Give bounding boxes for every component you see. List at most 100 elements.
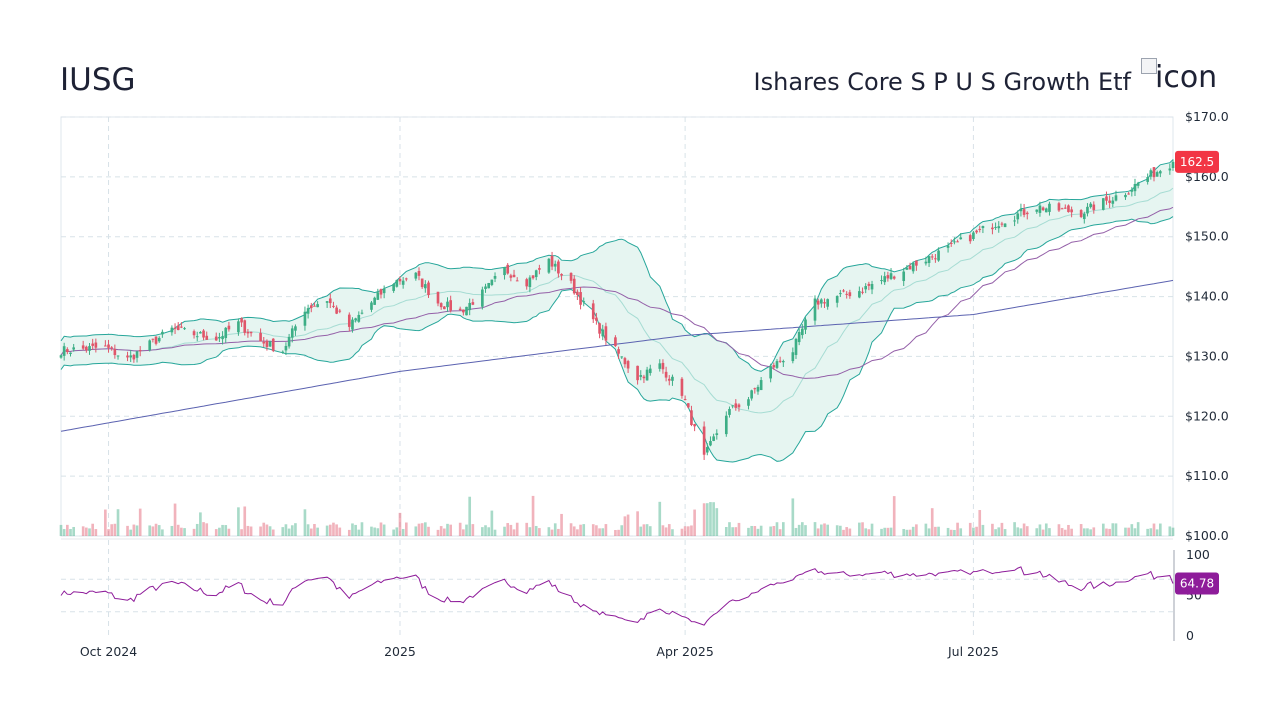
candle-body	[284, 345, 288, 351]
candle-body	[309, 305, 313, 309]
candle-body	[1067, 205, 1070, 213]
candle-body	[756, 386, 760, 392]
candle-body	[1136, 182, 1140, 186]
volume-bar	[1079, 524, 1083, 536]
candle-body	[930, 256, 934, 258]
candle-body	[782, 361, 785, 363]
grid-lines	[60, 116, 1174, 636]
volume-bar	[946, 527, 950, 536]
volume-bar	[94, 529, 98, 536]
candle-body	[129, 355, 133, 358]
candle-body	[126, 355, 129, 358]
candle-body	[509, 275, 513, 278]
volume-bar	[1035, 528, 1039, 536]
candle-body	[823, 302, 826, 304]
volume-bar	[262, 522, 266, 536]
candle-body	[202, 330, 205, 338]
volume-bar	[667, 524, 671, 536]
candle-body	[462, 309, 465, 313]
volume-bar	[778, 529, 782, 536]
volume-bar	[712, 502, 715, 536]
volume-bar	[636, 511, 639, 536]
volume-bar	[376, 528, 380, 536]
x-tick-label: Oct 2024	[80, 644, 137, 659]
candle-body	[427, 282, 430, 296]
volume-bar	[240, 529, 243, 536]
volume-bar	[1133, 528, 1137, 536]
volume-bar	[617, 529, 620, 536]
volume-bar	[237, 507, 240, 536]
fund-name: Ishares Core S P U S Growth Etf	[753, 68, 1131, 96]
candle-body	[1003, 223, 1007, 228]
volume-bar	[702, 503, 706, 536]
volume-bar	[265, 524, 269, 536]
candle-body	[512, 274, 516, 278]
candle-body	[579, 292, 582, 305]
candle-body	[826, 299, 830, 307]
volume-bar	[816, 528, 820, 536]
x-tick-label: 2025	[384, 644, 416, 659]
volume-bar	[728, 522, 731, 536]
candle-body	[1152, 167, 1156, 178]
volume-bar	[1003, 529, 1007, 536]
candle-body	[715, 433, 719, 435]
last-price-badge	[1175, 150, 1219, 173]
y-tick-label: $170.0	[1185, 109, 1229, 124]
candle-body	[582, 301, 586, 303]
volume-bar	[642, 524, 646, 536]
candle-body	[617, 349, 620, 354]
volume-bar	[978, 510, 982, 536]
candle-body	[839, 293, 842, 295]
volume-bar	[59, 524, 63, 536]
candle-body	[458, 308, 462, 311]
volume-bar	[902, 528, 906, 536]
candle-body	[262, 341, 266, 344]
volume-bar	[997, 527, 1001, 536]
candle-body	[205, 335, 209, 340]
candle-body	[1057, 203, 1061, 211]
y-tick-label: $120.0	[1185, 408, 1229, 423]
rsi-line	[60, 566, 1174, 626]
volume-bar	[290, 525, 294, 536]
volume-bar	[908, 529, 912, 536]
candle-body	[1108, 200, 1111, 203]
candle-body	[902, 271, 906, 282]
volume-bar	[639, 526, 643, 536]
candle-body	[538, 268, 541, 270]
volume-bar	[148, 525, 152, 536]
ticker-symbol: IUSG	[60, 62, 136, 98]
volume-bar	[813, 522, 817, 536]
candle-body	[183, 328, 186, 330]
candle-body	[946, 245, 950, 248]
candle-body	[465, 306, 468, 316]
candle-body	[642, 376, 646, 379]
volume-bar	[1092, 527, 1096, 536]
candle-body	[595, 317, 598, 321]
volume-bar	[553, 523, 557, 536]
candle-body	[382, 288, 386, 294]
candle-body	[870, 284, 874, 290]
volume-bar	[750, 525, 753, 536]
candle-body	[313, 305, 316, 307]
candle-body	[1048, 203, 1051, 212]
candle-body	[116, 355, 120, 357]
volume-bar	[303, 509, 307, 536]
volume-bar	[930, 508, 934, 536]
volume-bar	[503, 526, 506, 536]
candle-body	[173, 327, 177, 329]
volume-bar	[113, 523, 117, 536]
candle-body	[667, 378, 671, 381]
volume-bar	[85, 527, 88, 536]
candle-body	[395, 279, 399, 287]
volume-bar	[671, 529, 674, 536]
candle-body	[199, 332, 202, 334]
candle-body	[1000, 223, 1004, 225]
volume-bar	[205, 523, 209, 536]
volume-bar	[404, 522, 408, 536]
volume-bar	[1057, 524, 1061, 536]
candle-body	[645, 369, 649, 381]
volume-bar	[705, 503, 709, 536]
candle-body	[354, 318, 357, 321]
candle-body	[484, 286, 487, 289]
